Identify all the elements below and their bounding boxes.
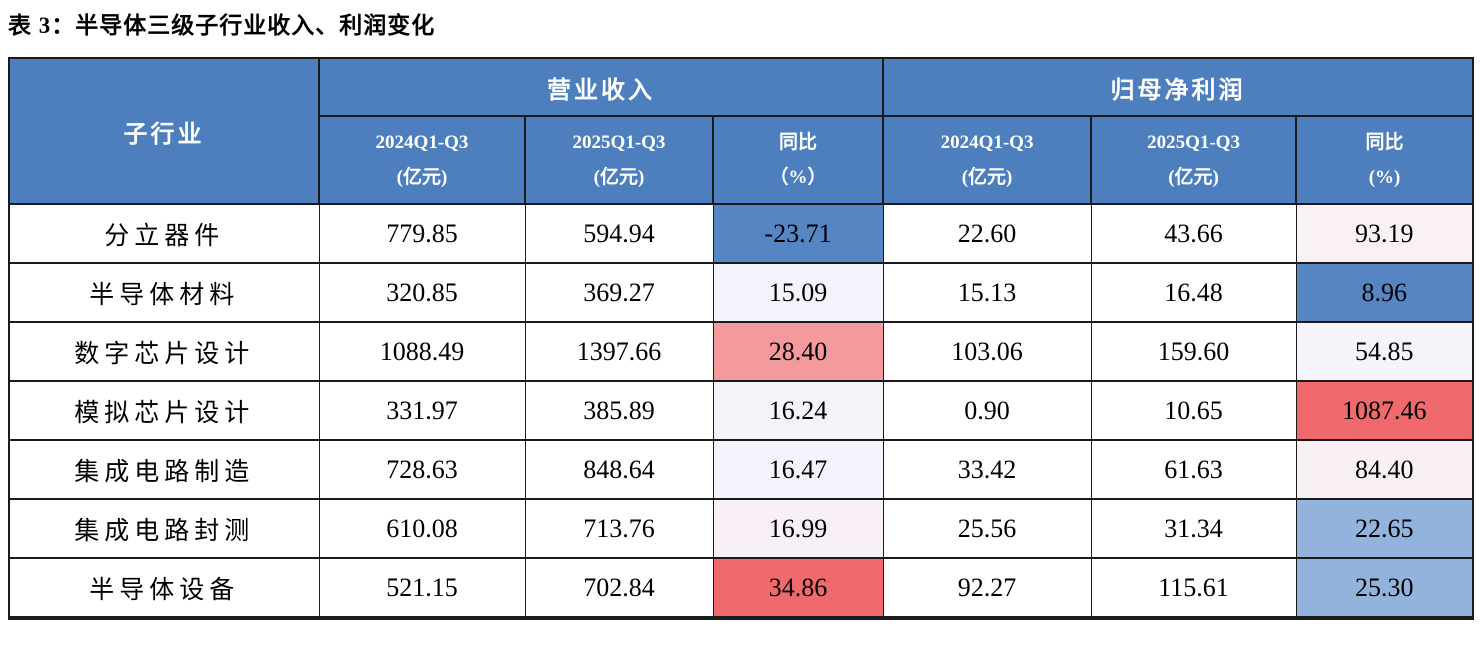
cell-profit-2024: 22.60	[882, 203, 1092, 264]
header-revenue-yoy: 同比 （%）	[711, 115, 885, 205]
cell-revenue-yoy: 16.47	[712, 439, 884, 500]
cell-profit-2024: 92.27	[882, 557, 1092, 620]
header-sub-industry: 子行业	[8, 57, 320, 205]
cell-revenue-yoy: 15.09	[712, 262, 884, 323]
cell-profit-2025: 16.48	[1090, 262, 1297, 323]
header-line1: 同比	[779, 132, 818, 153]
cell-profit-yoy: 54.85	[1295, 321, 1475, 382]
table-row: 数字芯片设计 1088.49 1397.66 28.40 103.06 159.…	[8, 321, 1475, 382]
cell-revenue-2025: 713.76	[524, 498, 714, 559]
cell-profit-2025: 31.34	[1090, 498, 1297, 559]
header-profit-2024: 2024Q1-Q3 (亿元)	[882, 115, 1093, 205]
cell-profit-2024: 15.13	[882, 262, 1092, 323]
header-line2: (亿元)	[593, 167, 645, 188]
header-group-row: 子行业 营业收入 归母净利润	[8, 57, 1475, 205]
row-label: 半导体设备	[8, 557, 320, 620]
table-row: 集成电路封测 610.08 713.76 16.99 25.56 31.34 2…	[8, 498, 1475, 559]
sub-industry-table: 子行业 营业收入 归母净利润 2024Q1-Q3 (亿元) 2025Q1-Q3 (亿…	[8, 57, 1475, 620]
header-line1: 2024Q1-Q3	[940, 132, 1034, 153]
cell-revenue-2024: 320.85	[318, 262, 526, 323]
cell-revenue-2025: 1397.66	[524, 321, 714, 382]
cell-profit-2024: 0.90	[882, 380, 1092, 441]
cell-revenue-2024: 521.15	[318, 557, 526, 620]
cell-profit-2025: 43.66	[1090, 203, 1297, 264]
header-line1: 2025Q1-Q3	[1147, 132, 1240, 153]
table-header: 子行业 营业收入 归母净利润 2024Q1-Q3 (亿元) 2025Q1-Q3 (亿…	[8, 57, 1475, 205]
row-label: 数字芯片设计	[8, 321, 320, 382]
cell-profit-2025: 159.60	[1090, 321, 1297, 382]
cell-revenue-2025: 848.64	[524, 439, 714, 500]
cell-profit-yoy: 93.19	[1295, 203, 1475, 264]
header-line1: 2025Q1-Q3	[572, 132, 666, 153]
header-line1: 2024Q1-Q3	[375, 132, 469, 153]
cell-revenue-yoy: 28.40	[712, 321, 884, 382]
cell-revenue-2025: 594.94	[524, 203, 714, 264]
table-caption: 表 3：半导体三级子行业收入、利润变化	[8, 13, 436, 38]
table-row: 半导体材料 320.85 369.27 15.09 15.13 16.48 8.…	[8, 262, 1475, 323]
cell-revenue-yoy: 34.86	[712, 557, 884, 620]
header-revenue-2025: 2025Q1-Q3 (亿元)	[524, 115, 714, 205]
row-label: 半导体材料	[8, 262, 320, 323]
table-row: 半导体设备 521.15 702.84 34.86 92.27 115.61 2…	[8, 557, 1475, 620]
row-label: 集成电路封测	[8, 498, 320, 559]
cell-profit-yoy: 25.30	[1295, 557, 1475, 620]
table-row: 集成电路制造 728.63 848.64 16.47 33.42 61.63 8…	[8, 439, 1475, 500]
cell-revenue-2025: 385.89	[524, 380, 714, 441]
header-line2: (亿元)	[396, 167, 448, 188]
header-revenue-2024: 2024Q1-Q3 (亿元)	[318, 115, 526, 205]
header-sub-row: 2024Q1-Q3 (亿元) 2025Q1-Q3 (亿元) 同比 （%） 2024Q1…	[9, 115, 1475, 205]
cell-profit-yoy: 1087.46	[1295, 380, 1475, 441]
cell-revenue-yoy: -23.71	[712, 203, 884, 264]
header-line2: (亿元)	[961, 167, 1013, 188]
header-profit-yoy: 同比 (%)	[1295, 115, 1475, 205]
cell-profit-2025: 61.63	[1090, 439, 1297, 500]
cell-revenue-2024: 779.85	[318, 203, 526, 264]
header-profit-2025: 2025Q1-Q3 (亿元)	[1090, 115, 1298, 205]
table-body: 分立器件 779.85 594.94 -23.71 22.60 43.66 93…	[8, 203, 1475, 620]
row-label: 模拟芯片设计	[8, 380, 320, 441]
cell-revenue-2025: 702.84	[524, 557, 714, 620]
cell-revenue-2024: 610.08	[318, 498, 526, 559]
cell-profit-2024: 33.42	[882, 439, 1092, 500]
header-line1: 同比	[1365, 132, 1404, 153]
table-row: 模拟芯片设计 331.97 385.89 16.24 0.90 10.65 10…	[8, 380, 1475, 441]
cell-revenue-2025: 369.27	[524, 262, 714, 323]
header-group-net-profit: 归母净利润	[882, 57, 1475, 117]
table-row: 分立器件 779.85 594.94 -23.71 22.60 43.66 93…	[8, 203, 1475, 264]
header-line2: (亿元)	[1168, 167, 1219, 188]
cell-profit-2025: 115.61	[1090, 557, 1297, 620]
cell-profit-2024: 103.06	[882, 321, 1092, 382]
row-label: 集成电路制造	[8, 439, 320, 500]
cell-revenue-yoy: 16.99	[712, 498, 884, 559]
cell-profit-yoy: 84.40	[1295, 439, 1475, 500]
cell-profit-2025: 10.65	[1090, 380, 1297, 441]
cell-revenue-2024: 1088.49	[318, 321, 526, 382]
cell-revenue-2024: 728.63	[318, 439, 526, 500]
row-label: 分立器件	[8, 203, 320, 264]
header-line2: （%）	[769, 167, 827, 188]
cell-profit-yoy: 22.65	[1295, 498, 1475, 559]
cell-profit-2024: 25.56	[882, 498, 1092, 559]
cell-profit-yoy: 8.96	[1295, 262, 1475, 323]
header-group-revenue: 营业收入	[317, 57, 885, 117]
cell-revenue-2024: 331.97	[318, 380, 526, 441]
cell-revenue-yoy: 16.24	[712, 380, 884, 441]
header-line2: (%)	[1368, 167, 1401, 188]
